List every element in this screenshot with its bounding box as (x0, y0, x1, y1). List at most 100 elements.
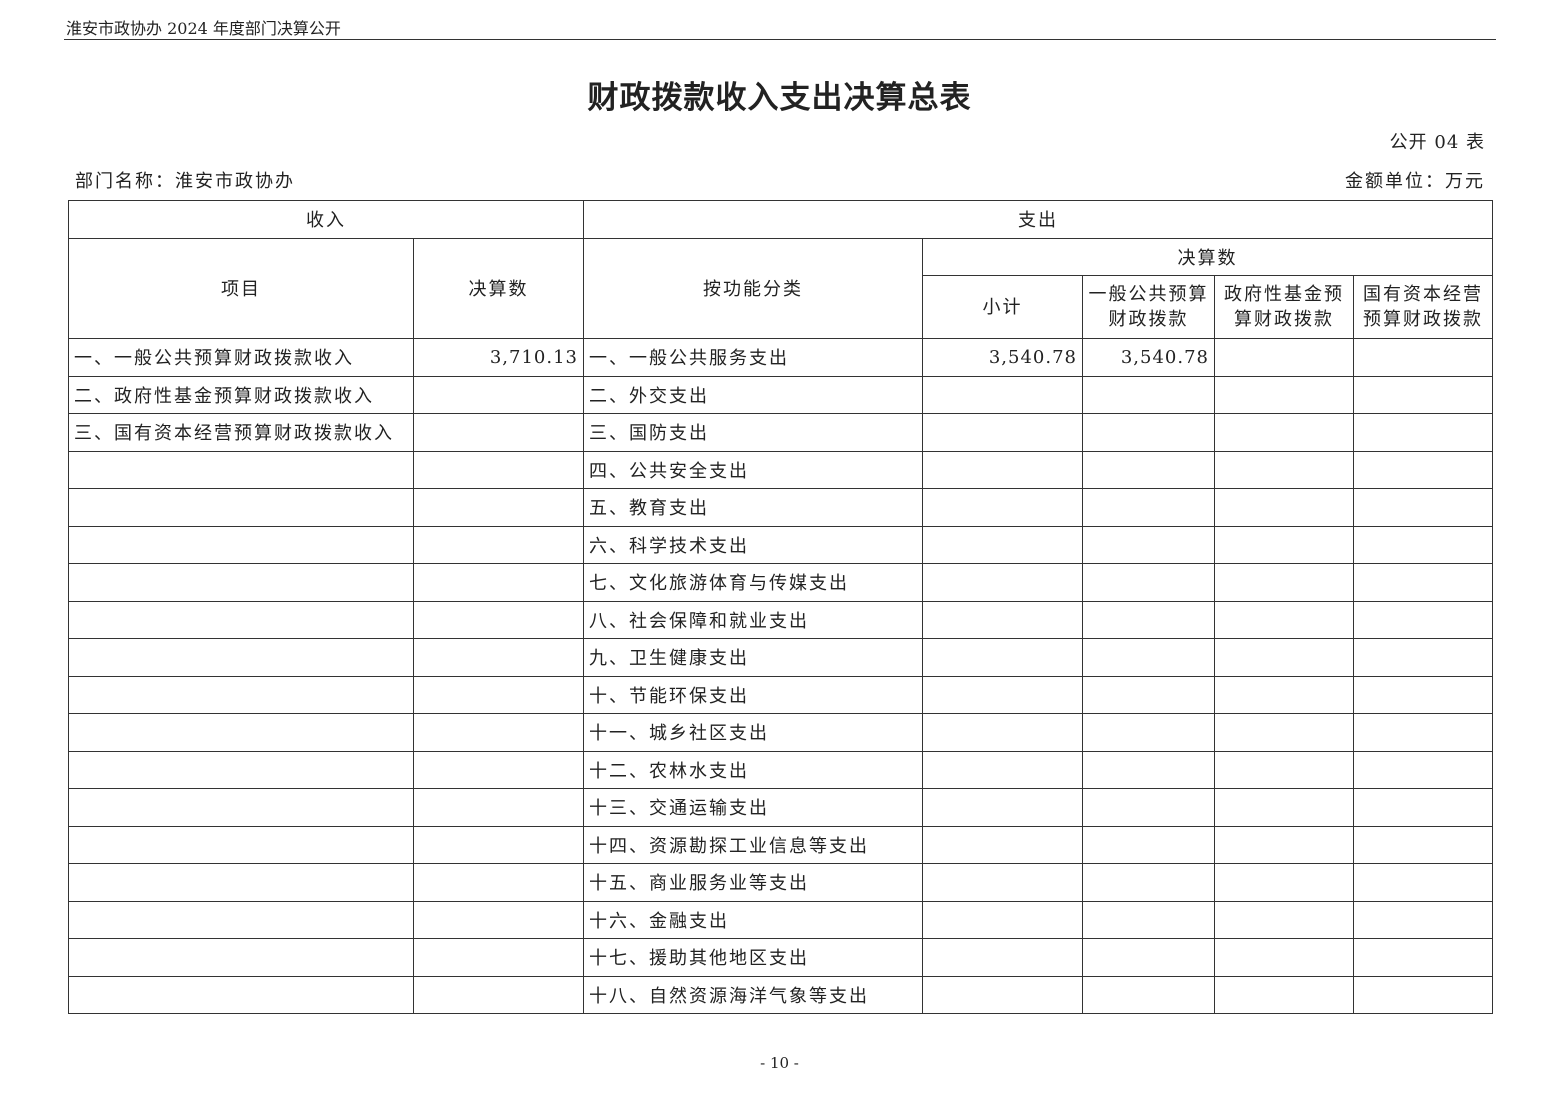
cell-income-amount (413, 675, 584, 714)
cell-income-item (68, 713, 414, 752)
cell-income-amount (413, 525, 584, 564)
cell-fund (1214, 863, 1354, 902)
cell-state (1352, 488, 1494, 527)
table-row: 四、公共安全支出 (68, 450, 1494, 489)
cell-income-amount (413, 600, 584, 639)
cell-income-item (68, 975, 414, 1014)
cell-fund (1214, 525, 1354, 564)
cell-expense-item: 十四、资源勘探工业信息等支出 (583, 825, 923, 864)
cell-subtotal (922, 713, 1083, 752)
cell-income-item (68, 675, 414, 714)
cell-expense-item: 十八、自然资源海洋气象等支出 (583, 975, 923, 1014)
cell-income-amount (413, 488, 584, 527)
cell-expense-item: 七、文化旅游体育与传媒支出 (583, 563, 923, 602)
page-number: - 10 - (760, 1054, 799, 1072)
cell-expense-item: 六、科学技术支出 (583, 525, 923, 564)
cell-expense-item: 九、卫生健康支出 (583, 638, 923, 677)
cell-subtotal (922, 900, 1083, 939)
cell-subtotal (922, 525, 1083, 564)
cell-fund (1214, 413, 1354, 452)
cell-income-item (68, 825, 414, 864)
cell-income-item (68, 788, 414, 827)
cell-income-amount (413, 413, 584, 452)
cell-fund (1214, 375, 1354, 414)
cell-income-amount: 3,710.13 (413, 338, 584, 377)
cell-general (1082, 938, 1215, 977)
col-state: 国有资本经营预算财政拨款 (1352, 275, 1494, 339)
cell-general (1082, 638, 1215, 677)
appropriation-table: 收入 支出 项目 决算数 按功能分类 决算数 小计 一般公共预算财政拨款 政府性… (68, 200, 1494, 1014)
cell-subtotal (922, 638, 1083, 677)
cell-income-amount (413, 750, 584, 789)
cell-general (1082, 488, 1215, 527)
cell-general (1082, 750, 1215, 789)
cell-expense-item: 十、节能环保支出 (583, 675, 923, 714)
cell-income-item (68, 488, 414, 527)
cell-state (1352, 638, 1494, 677)
table-row: 十二、农林水支出 (68, 750, 1494, 789)
table-row: 十四、资源勘探工业信息等支出 (68, 825, 1494, 864)
cell-general (1082, 788, 1215, 827)
table-row: 十六、金融支出 (68, 900, 1494, 939)
cell-state (1352, 825, 1494, 864)
cell-state (1352, 975, 1494, 1014)
cell-subtotal (922, 563, 1083, 602)
cell-expense-item: 十七、援助其他地区支出 (583, 938, 923, 977)
cell-general (1082, 450, 1215, 489)
cell-subtotal (922, 788, 1083, 827)
cell-income-amount (413, 863, 584, 902)
cell-fund (1214, 675, 1354, 714)
table-row: 二、政府性基金预算财政拨款收入 二、外交支出 (68, 375, 1494, 414)
cell-subtotal (922, 450, 1083, 489)
cell-fund (1214, 338, 1354, 377)
cell-state (1352, 413, 1494, 452)
cell-fund (1214, 713, 1354, 752)
cell-state (1352, 675, 1494, 714)
cell-expense-item: 八、社会保障和就业支出 (583, 600, 923, 639)
cell-state (1352, 600, 1494, 639)
cell-general (1082, 375, 1215, 414)
running-header: 淮安市政协办 2024 年度部门决算公开 (66, 19, 341, 38)
col-general: 一般公共预算财政拨款 (1082, 275, 1215, 339)
cell-income-amount (413, 975, 584, 1014)
cell-state (1352, 938, 1494, 977)
cell-expense-item: 三、国防支出 (583, 413, 923, 452)
col-subtotal: 小计 (922, 275, 1083, 339)
cell-subtotal (922, 750, 1083, 789)
cell-income-amount (413, 713, 584, 752)
cell-general (1082, 713, 1215, 752)
cell-income-item: 二、政府性基金预算财政拨款收入 (68, 375, 414, 414)
cell-general (1082, 525, 1215, 564)
cell-income-amount (413, 563, 584, 602)
cell-state (1352, 563, 1494, 602)
cell-fund (1214, 825, 1354, 864)
income-header: 收入 (68, 200, 584, 239)
cell-fund (1214, 450, 1354, 489)
cell-fund (1214, 938, 1354, 977)
cell-subtotal (922, 825, 1083, 864)
cell-fund (1214, 900, 1354, 939)
table-row: 十八、自然资源海洋气象等支出 (68, 975, 1494, 1014)
cell-income-item (68, 900, 414, 939)
cell-general (1082, 563, 1215, 602)
table-number: 公开 04 表 (1389, 132, 1485, 153)
cell-expense-item: 十一、城乡社区支出 (583, 713, 923, 752)
cell-state (1352, 525, 1494, 564)
cell-subtotal (922, 675, 1083, 714)
col-final: 决算数 (921, 237, 1494, 276)
cell-general (1082, 413, 1215, 452)
table-row: 十一、城乡社区支出 (68, 713, 1494, 752)
col-function: 按功能分类 (583, 237, 923, 339)
cell-subtotal (922, 938, 1083, 977)
cell-income-item (68, 638, 414, 677)
cell-income-amount (413, 375, 584, 414)
cell-fund (1214, 488, 1354, 527)
cell-income-amount (413, 825, 584, 864)
cell-state (1352, 900, 1494, 939)
cell-expense-item: 四、公共安全支出 (583, 450, 923, 489)
col-amount: 决算数 (413, 237, 584, 339)
cell-general: 3,540.78 (1082, 338, 1215, 377)
table-row: 七、文化旅游体育与传媒支出 (68, 563, 1494, 602)
cell-expense-item: 十六、金融支出 (583, 900, 923, 939)
cell-expense-item: 十五、商业服务业等支出 (583, 863, 923, 902)
